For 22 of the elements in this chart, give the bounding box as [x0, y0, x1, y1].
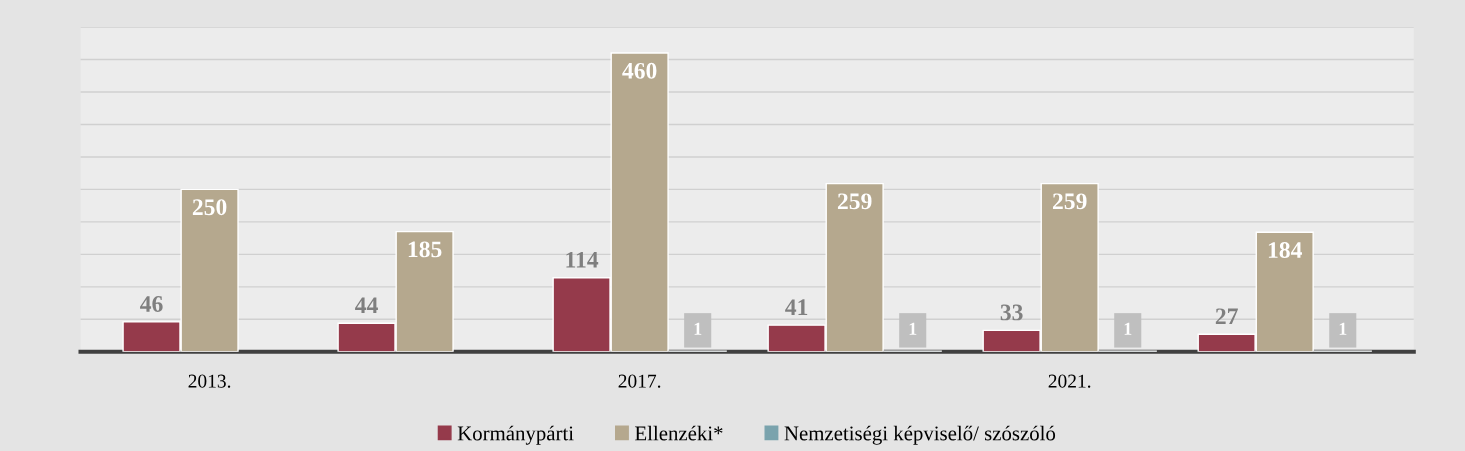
legend-label: Nemzetiségi képviselő/ szószóló: [784, 425, 1056, 445]
data-label: 185: [408, 241, 442, 258]
data-label: 41: [785, 299, 808, 315]
data-label: 1: [1339, 322, 1347, 335]
data-label: 1: [694, 322, 702, 335]
data-label: 27: [1215, 308, 1238, 325]
x-tick-label: 2021.: [1048, 374, 1091, 388]
legend-label: Kormánypárti: [457, 425, 574, 445]
data-label: 460: [622, 62, 657, 79]
legend-label: Ellenzéki*: [635, 425, 723, 441]
data-label: 114: [566, 251, 599, 268]
data-label: 250: [192, 199, 227, 216]
data-label: 259: [837, 193, 872, 210]
data-label: 1: [1124, 322, 1132, 335]
x-tick-label: 2013.: [188, 374, 231, 388]
data-label: 1: [909, 322, 917, 335]
data-label: 44: [355, 297, 378, 313]
data-label: 46: [140, 296, 163, 312]
data-label: 259: [1052, 193, 1087, 210]
data-label: 184: [1268, 242, 1302, 258]
data-label: 33: [1000, 304, 1023, 321]
x-tick-label: 2017.: [618, 374, 661, 388]
